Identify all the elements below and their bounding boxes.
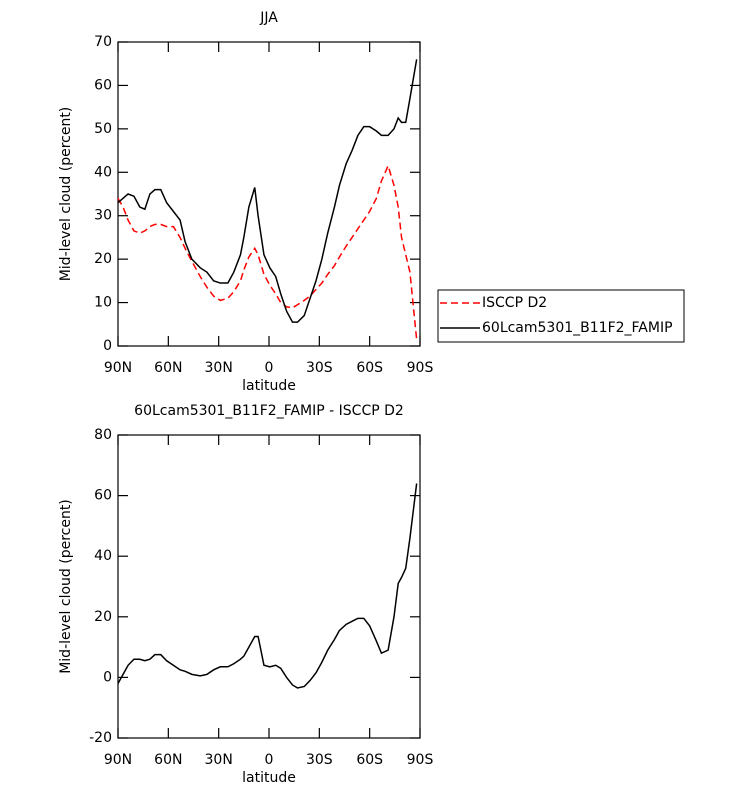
x-tick-label: 90N [104, 360, 132, 376]
y-axis-label: Mid-level cloud (percent) [58, 107, 74, 282]
x-tick-label: 90S [407, 752, 434, 768]
legend-label: ISCCP D2 [482, 295, 547, 311]
x-tick-label: 30N [205, 752, 233, 768]
y-tick-label: 20 [94, 609, 112, 625]
y-tick-label: 60 [94, 488, 112, 504]
x-tick-label: 60N [154, 752, 182, 768]
x-tick-label: 30N [205, 360, 233, 376]
x-tick-label: 0 [265, 360, 274, 376]
legend-label: 60Lcam5301_B11F2_FAMIP [482, 320, 673, 336]
x-tick-label: 90N [104, 752, 132, 768]
y-tick-label: 50 [94, 121, 112, 137]
y-tick-label: 40 [94, 164, 112, 180]
legend-box [437, 289, 685, 343]
data-line [117, 59, 418, 323]
x-tick-label: 30S [306, 360, 333, 376]
x-tick-label: 90S [407, 360, 434, 376]
y-tick-label: 20 [94, 251, 112, 267]
y-tick-label: 0 [103, 338, 112, 354]
plot-frame [117, 434, 421, 739]
y-tick-label: 70 [94, 34, 112, 50]
y-tick-label: 30 [94, 208, 112, 224]
y-tick-label: 40 [94, 548, 112, 564]
x-tick-label: 30S [306, 752, 333, 768]
y-tick-label: 80 [94, 427, 112, 443]
x-tick-label: 0 [265, 752, 274, 768]
data-line [117, 483, 418, 689]
x-tick-label: 60S [356, 752, 383, 768]
x-tick-label: 60S [356, 360, 383, 376]
y-tick-label: -20 [89, 730, 112, 746]
y-tick-label: 0 [103, 669, 112, 685]
data-line [117, 163, 418, 340]
x-tick-label: 60N [154, 360, 182, 376]
chart-title: JJA [259, 10, 278, 26]
y-axis-label: Mid-level cloud (percent) [58, 499, 74, 674]
chart-title: 60Lcam5301_B11F2_FAMIP - ISCCP D2 [134, 403, 404, 419]
y-tick-label: 60 [94, 77, 112, 93]
x-axis-label: latitude [242, 770, 296, 786]
y-tick-label: 10 [94, 295, 112, 311]
x-axis-label: latitude [242, 378, 296, 394]
